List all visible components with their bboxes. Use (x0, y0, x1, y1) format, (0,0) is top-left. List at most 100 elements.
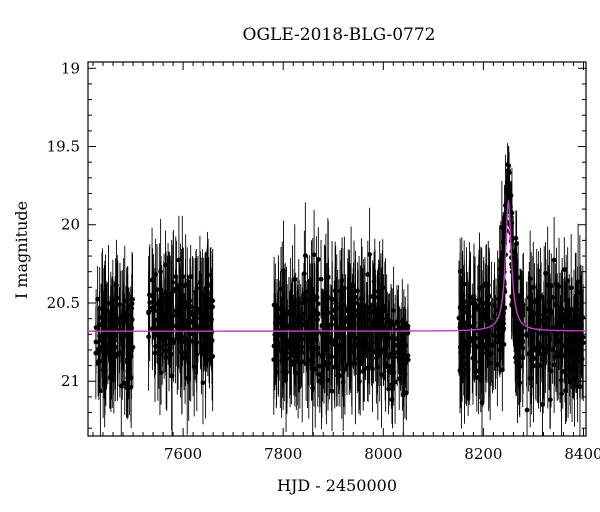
data-point (388, 335, 394, 341)
data-point (170, 289, 176, 294)
data-point (360, 369, 366, 374)
data-point (513, 355, 518, 361)
data-point (306, 337, 312, 343)
data-point (481, 342, 487, 348)
data-point (299, 336, 305, 342)
data-point (391, 369, 397, 375)
data-point (387, 319, 392, 325)
data-point (319, 373, 325, 379)
data-point (284, 355, 290, 361)
data-point (400, 366, 405, 372)
data-point (458, 370, 464, 376)
data-point (571, 345, 577, 350)
data-point (402, 320, 408, 326)
data-point (339, 278, 345, 283)
data-point (154, 287, 160, 293)
data-point (129, 348, 134, 354)
data-point (291, 337, 297, 343)
x-tick-label: 8400 (564, 445, 600, 463)
data-point (173, 274, 179, 279)
data-point (359, 303, 365, 309)
data-point (176, 321, 181, 327)
data-point (105, 317, 111, 322)
data-point (481, 328, 486, 334)
data-point (147, 300, 153, 306)
data-point (317, 363, 323, 369)
data-point (113, 311, 119, 317)
data-point (282, 323, 288, 329)
plot-frame (87, 61, 587, 437)
data-point (370, 294, 376, 299)
data-point (93, 325, 99, 330)
data-point (532, 299, 537, 305)
data-point (279, 296, 285, 302)
data-point (124, 359, 130, 365)
data-point (291, 332, 296, 337)
data-point (547, 367, 553, 373)
data-point (471, 293, 477, 299)
data-point (388, 364, 394, 369)
data-point (310, 385, 316, 391)
data-point (329, 316, 335, 321)
model-curve (88, 199, 586, 332)
data-point (129, 305, 135, 311)
y-tick-label: 21 (61, 372, 80, 390)
data-point (554, 281, 559, 287)
data-point (478, 378, 484, 383)
data-point (572, 308, 578, 314)
data-point (524, 407, 530, 413)
data-point (103, 307, 108, 313)
data-point (504, 187, 510, 193)
data-point (193, 305, 198, 311)
data-point (97, 388, 103, 394)
x-tick-label: 8000 (364, 445, 402, 463)
data-point (209, 338, 215, 343)
data-point (206, 349, 212, 355)
data-point (551, 257, 557, 263)
data-point (203, 361, 208, 367)
data-point (470, 336, 476, 342)
data-point (389, 397, 395, 402)
data-point (459, 355, 465, 361)
data-point (575, 358, 581, 364)
data-point (183, 318, 189, 324)
data-point (171, 337, 177, 342)
data-point (328, 321, 334, 327)
data-point (553, 324, 559, 330)
data-point (302, 296, 308, 302)
data-point (314, 295, 320, 300)
data-point (541, 357, 547, 363)
data-points (93, 143, 586, 436)
data-point (190, 320, 196, 325)
data-point (114, 282, 119, 288)
data-point (535, 342, 541, 348)
data-point (566, 338, 572, 344)
data-point (349, 319, 355, 325)
data-point (315, 351, 321, 356)
data-point (326, 333, 331, 339)
data-point (515, 374, 520, 380)
data-point (546, 299, 552, 305)
data-point (373, 315, 379, 321)
data-point (493, 339, 498, 345)
data-point (297, 350, 303, 355)
data-point (120, 333, 126, 339)
data-point (287, 346, 293, 352)
data-point (559, 306, 565, 312)
data-point (163, 289, 169, 295)
data-point (188, 274, 194, 280)
data-point (365, 272, 371, 277)
data-point (179, 356, 185, 361)
data-point (563, 342, 569, 347)
data-point (560, 312, 566, 318)
data-point (505, 168, 511, 174)
x-tick-label: 7600 (164, 445, 202, 463)
data-point (97, 358, 102, 364)
data-point (111, 336, 116, 342)
data-point (401, 357, 407, 363)
data-point (405, 357, 411, 363)
data-point (492, 302, 497, 308)
data-point (501, 342, 507, 347)
data-point (310, 289, 316, 295)
data-point (204, 305, 210, 311)
